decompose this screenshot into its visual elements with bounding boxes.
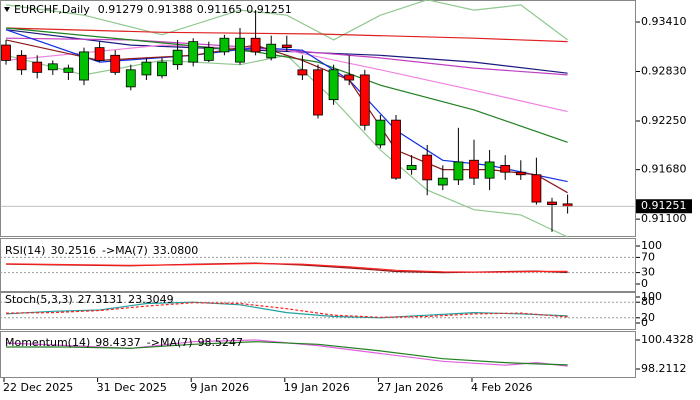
main-frame: [0, 0, 636, 237]
indicator-line: [5, 0, 568, 41]
x-tick-label: 19 Jan 2026: [284, 381, 350, 394]
chart-header: EURCHF,Daily 0.91279 0.91388 0.91165 0.91251: [14, 3, 292, 16]
series-name: ->MA(7): [102, 244, 148, 257]
stoch-frame: [0, 292, 636, 330]
candle-body: [125, 69, 136, 88]
indicator-header: RSI(14) 30.2516 ->MA(7) 33.0800: [5, 244, 198, 257]
series-last-value: 98.4337: [95, 336, 141, 349]
candle-body: [515, 171, 526, 176]
x-tick-label: 27 Jan 2026: [377, 381, 443, 394]
indicator-line: [5, 27, 568, 43]
rsi-frame: [0, 238, 636, 292]
ohlc-value: 0.91279: [98, 3, 144, 16]
candle-body: [422, 154, 433, 181]
x-tick-label: 9 Jan 2026: [190, 381, 249, 394]
y-tick-label: 0.93410: [641, 15, 687, 28]
candle-body: [141, 61, 152, 76]
last-price-tag: [636, 199, 692, 214]
indicator-line: [5, 27, 568, 143]
series-last-value: 33.0800: [153, 244, 199, 257]
series-name: RSI(14): [5, 244, 45, 257]
indicator-line: [5, 37, 568, 76]
series-name: Stoch(5,3,3): [5, 293, 73, 306]
candle-body: [406, 164, 417, 171]
indicator-line: [5, 262, 568, 273]
indicator-header: Momentum(14) 98.4337 ->MA(7) 98.5247: [5, 336, 243, 349]
series-name: Momentum(14): [5, 336, 90, 349]
candle-body: [469, 159, 479, 179]
candle-body: [500, 164, 511, 173]
candle-body: [172, 49, 183, 66]
candle-body: [313, 69, 323, 116]
candle-body: [157, 61, 167, 77]
candle-body: [188, 41, 199, 63]
indicator-line: [5, 44, 568, 113]
candle-body: [531, 174, 542, 203]
candle-body: [110, 54, 121, 73]
y-tick-label: 30: [641, 266, 655, 279]
y-tick-label: 70: [641, 250, 655, 263]
candle-body: [266, 43, 277, 59]
ohlc-value: 0.91251: [246, 3, 292, 16]
candle-body: [79, 51, 89, 81]
y-tick-label: 0: [641, 277, 648, 290]
y-tick-label: 0: [641, 316, 648, 329]
candle-body: [1, 44, 11, 61]
candle-body: [47, 63, 58, 71]
candle-body: [94, 47, 105, 61]
y-tick-label: 100: [641, 239, 662, 252]
candle-body: [328, 69, 339, 101]
candle-body: [219, 37, 230, 53]
candle-body: [437, 177, 448, 186]
indicator-line: [6, 341, 568, 366]
y-tick-label: 0.92250: [641, 114, 687, 127]
menu-icon: [4, 7, 10, 12]
series-last-value: 98.5247: [198, 336, 244, 349]
candle-body: [281, 44, 292, 49]
candle-body: [547, 201, 557, 206]
plot-layer: 0.93410 0.92830 0.92250 0.91680 0.91100 22 De…: [0, 0, 694, 394]
candle-body: [375, 119, 386, 146]
ohlc-value: 0.91165: [197, 3, 243, 16]
candle-body: [359, 74, 370, 126]
x-tick-label: 4 Feb 2026: [471, 381, 532, 394]
candle-body: [63, 67, 74, 73]
candle-body: [391, 119, 401, 179]
y-tick-label: 100.4328: [641, 333, 694, 346]
x-tick-label: 31 Dec 2025: [97, 381, 167, 394]
indicator-header: Stoch(5,3,3) 27.3131 23.3049: [5, 293, 174, 306]
y-tick-label: 0.91100: [641, 212, 687, 225]
y-tick-label: 80: [641, 295, 655, 308]
y-tick-label: 20: [641, 311, 655, 324]
candle-body: [250, 37, 261, 53]
candle-body: [16, 54, 27, 71]
y-tick-label: 0.92830: [641, 65, 687, 78]
candle-body: [484, 161, 495, 179]
series-last-value: 30.2516: [50, 244, 96, 257]
series-last-value: 27.3131: [78, 293, 124, 306]
y-tick-label: 100: [641, 290, 662, 303]
x-tick-label: 22 Dec 2025: [3, 381, 73, 394]
candle-body: [344, 74, 355, 81]
candle-body: [32, 61, 43, 73]
y-tick-label: 0.91680: [641, 163, 687, 176]
chart-title: EURCHF,Daily: [14, 3, 90, 16]
candle-body: [203, 47, 214, 61]
series-last-value: 23.3049: [128, 293, 174, 306]
y-tick-label: 98.2112: [641, 362, 687, 375]
ohlc-value: 0.91388: [147, 3, 193, 16]
indicator-line: [5, 301, 568, 319]
indicator-line: [5, 302, 568, 318]
series-name: ->MA(7): [147, 336, 193, 349]
candle-body: [235, 37, 245, 63]
momentum-frame: [0, 331, 636, 378]
last-price-label: 0.91251: [641, 199, 687, 212]
candle-body: [453, 161, 464, 181]
candle-body: [297, 69, 308, 76]
